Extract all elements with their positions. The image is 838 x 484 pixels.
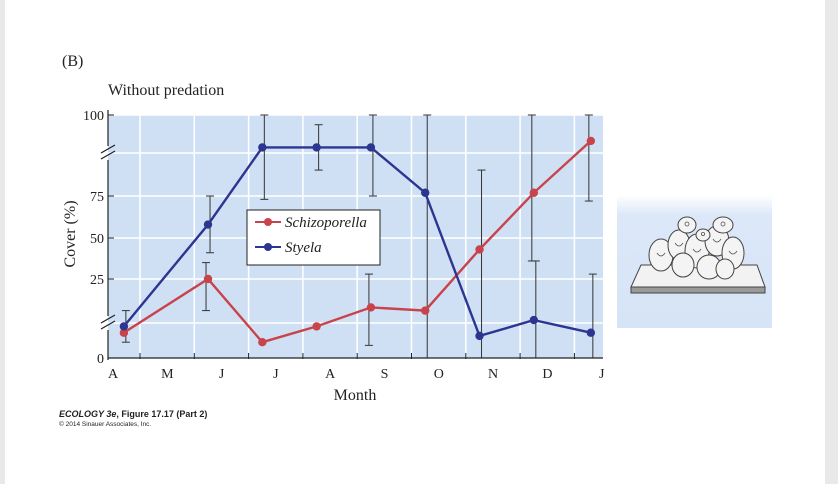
data-point-styela: [258, 143, 267, 152]
legend: Schizoporella Styela: [246, 209, 381, 266]
axis-break: [100, 320, 116, 330]
figure-page: (B) Without predation 0 25 50 75 100 A M J J A S O…: [5, 0, 825, 484]
x-tick-label: J: [273, 367, 279, 382]
y-tick-label: 25: [90, 273, 104, 288]
axis-break: [100, 150, 116, 160]
data-point-styela: [366, 143, 376, 152]
legend-marker-schizoporella: [264, 218, 272, 226]
data-point-styela: [203, 220, 213, 229]
y-tick-label: 50: [90, 232, 104, 247]
data-point-schizoporella: [366, 303, 376, 312]
y-tick-label: 100: [83, 109, 104, 124]
y-tick-label: 0: [97, 352, 104, 367]
x-tick-label: S: [381, 367, 389, 382]
legend-label-schizoporella: Schizoporella: [285, 215, 367, 231]
y-tick-labels: 0 25 50 75 100: [83, 109, 104, 367]
x-tick-label: M: [161, 367, 174, 382]
x-tick-label: O: [434, 367, 444, 382]
data-point-styela: [529, 315, 539, 325]
data-point-schizoporella: [119, 328, 129, 337]
caption-book-title: ECOLOGY 3e: [59, 409, 117, 419]
x-tick-label: A: [325, 367, 336, 382]
caption-copyright: © 2014 Sinauer Associates, Inc.: [59, 421, 152, 428]
data-point-styela: [475, 331, 484, 341]
data-points: [119, 136, 596, 347]
axes: [100, 110, 603, 360]
x-axis-label: Month: [334, 387, 377, 400]
siphon-details: [656, 221, 738, 257]
x-tick-label: N: [488, 367, 498, 382]
x-tick-label: J: [599, 367, 605, 382]
legend-label-styela: Styela: [285, 240, 322, 256]
x-tick-label: D: [542, 367, 552, 382]
legend-marker-styela: [264, 243, 272, 251]
data-point-schizoporella: [203, 274, 213, 284]
panel-label: (B): [62, 53, 83, 70]
y-axis-label: Cover (%): [62, 200, 79, 267]
data-point-schizoporella: [529, 188, 539, 197]
chart-title: Without predation: [108, 82, 224, 99]
caption-figure-number: , Figure 17.17 (Part 2): [116, 409, 208, 419]
sea-squirt-colony-illustration: [617, 195, 772, 328]
grid-lines: [108, 114, 603, 358]
data-point-schizoporella: [586, 136, 596, 146]
data-point-styela: [312, 143, 321, 152]
axis-break: [100, 144, 116, 154]
x-tick-label: A: [108, 367, 119, 382]
sea-squirt-cluster: [648, 216, 745, 280]
data-point-styela: [421, 188, 430, 197]
data-point-styela: [586, 328, 596, 337]
line-chart: (B) Without predation 0 25 50 75 100 A M J J A S O…: [62, 53, 605, 400]
x-tick-label: J: [219, 367, 225, 382]
axis-break: [100, 314, 116, 324]
data-point-schizoporella: [258, 338, 267, 347]
data-point-schizoporella: [421, 306, 430, 315]
y-tick-label: 75: [90, 190, 104, 205]
data-point-styela: [119, 322, 129, 331]
data-point-schizoporella: [312, 322, 321, 331]
data-point-schizoporella: [475, 245, 484, 254]
figure-caption: ECOLOGY 3e, Figure 17.17 (Part 2) © 2014…: [59, 409, 207, 428]
